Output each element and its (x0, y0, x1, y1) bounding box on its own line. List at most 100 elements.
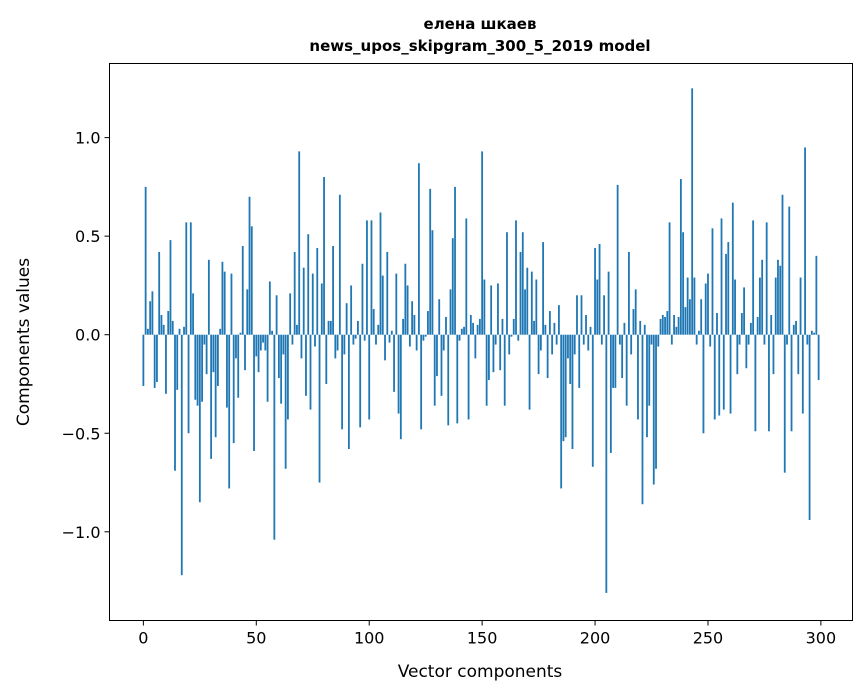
bar (666, 311, 669, 335)
bar (555, 334, 558, 345)
bar (810, 330, 813, 335)
bar (548, 311, 551, 335)
bar (298, 151, 301, 335)
bar (201, 334, 203, 402)
bar (564, 334, 567, 438)
bar (675, 326, 678, 335)
bar (338, 194, 341, 335)
bar (596, 279, 599, 335)
bar (560, 334, 563, 489)
bar (679, 178, 682, 335)
bar (494, 334, 497, 345)
bar (749, 322, 752, 335)
bar (255, 334, 258, 357)
bar (314, 334, 316, 347)
bar (176, 334, 179, 390)
y-tick-label: 0.5 (75, 227, 100, 246)
bar (476, 324, 479, 335)
bar (366, 220, 368, 335)
bar (519, 251, 522, 335)
bar (628, 251, 630, 335)
bar (327, 320, 330, 335)
bar (526, 267, 529, 335)
bar (275, 295, 278, 335)
bar (296, 324, 298, 335)
bar (447, 334, 450, 426)
bar (738, 334, 741, 345)
bar (740, 313, 743, 335)
bar (399, 334, 402, 440)
bar (420, 334, 423, 430)
bar (765, 222, 768, 335)
bar (781, 194, 784, 335)
bar (734, 279, 736, 335)
bar (630, 334, 633, 355)
y-tick-label: 1.0 (75, 129, 100, 148)
bar (731, 202, 734, 335)
bar (162, 324, 165, 335)
bar (284, 334, 287, 469)
bar (725, 253, 727, 335)
bar (702, 334, 705, 434)
bar (262, 334, 264, 343)
bar (180, 334, 183, 576)
bar (603, 295, 605, 335)
bar (451, 238, 454, 335)
bar (488, 334, 490, 381)
bar (600, 334, 603, 345)
bar (250, 226, 253, 335)
bar (259, 334, 262, 351)
bar (691, 88, 694, 335)
bar (562, 334, 565, 442)
bar (528, 334, 531, 410)
bar (659, 318, 662, 335)
bar (282, 334, 285, 355)
bar (442, 334, 445, 351)
bar (343, 334, 346, 355)
bar (377, 324, 380, 335)
bar (553, 322, 556, 335)
bar (736, 334, 739, 375)
bar (585, 314, 587, 335)
bar (558, 305, 560, 335)
bar (232, 334, 235, 444)
bar (467, 334, 470, 420)
bar (146, 328, 149, 335)
bar (788, 206, 791, 335)
bar (546, 334, 549, 379)
bar (413, 314, 416, 335)
bar (709, 334, 712, 347)
bar (153, 334, 156, 388)
bar (187, 334, 190, 434)
bar (271, 330, 274, 335)
bar (244, 334, 246, 371)
bar (205, 334, 208, 375)
bar (598, 244, 601, 335)
bar (345, 303, 348, 335)
y-tick-label: 0.0 (75, 326, 100, 345)
bar (521, 232, 524, 335)
bar (372, 309, 375, 335)
bar (302, 267, 305, 335)
bar (246, 289, 249, 335)
bar (614, 334, 617, 388)
bar (408, 334, 411, 347)
bar (589, 326, 592, 335)
bar (194, 334, 197, 400)
bar (612, 334, 615, 388)
bar (311, 273, 314, 335)
bar (492, 334, 495, 373)
y-tick-label: −0.5 (62, 424, 101, 443)
bar (670, 334, 673, 345)
bar (797, 334, 800, 375)
bar (499, 334, 502, 371)
bar (183, 326, 185, 335)
bar (580, 295, 583, 335)
bar (384, 334, 386, 361)
y-axis-label: Components values (14, 258, 34, 426)
bar (404, 263, 407, 335)
bar (632, 309, 635, 335)
bar (799, 277, 802, 335)
bar (203, 334, 206, 345)
bar (506, 232, 508, 335)
